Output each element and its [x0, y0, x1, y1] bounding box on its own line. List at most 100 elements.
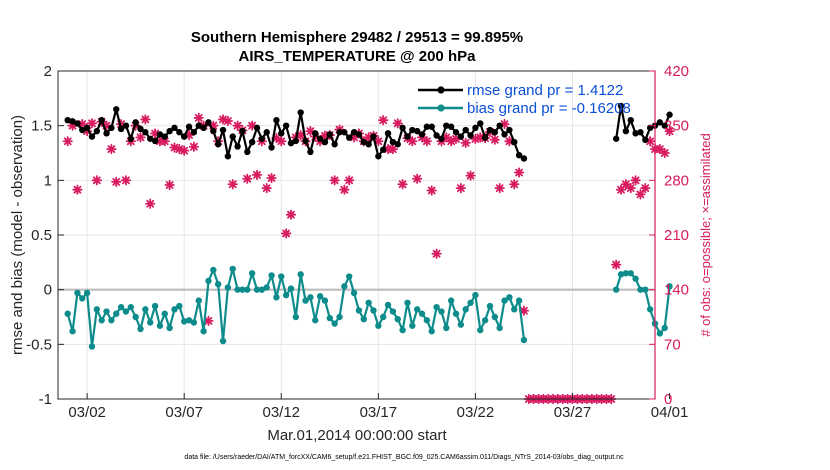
obs-count-stroke [345, 176, 354, 185]
bias-point [176, 302, 183, 310]
rmse-point [520, 155, 528, 162]
obs-count-stroke [107, 145, 116, 153]
rmse-point [137, 125, 144, 133]
rmse-point [627, 117, 634, 124]
obs-count-marker [232, 120, 243, 131]
rmse-point [321, 138, 329, 146]
obs-count-stroke [112, 177, 121, 186]
bias-point [282, 291, 290, 299]
rmse-point [457, 133, 465, 140]
rmse-point [622, 127, 630, 135]
bias-point [438, 308, 445, 315]
rmse-point [389, 138, 397, 146]
rmse-point [413, 127, 421, 135]
legend-bias-label: bias grand pr = -0.16208 [467, 100, 631, 117]
bias-point [379, 313, 387, 321]
x-axis: 03/02 03/07 03/12 03/17 03/22 03/27 04/01 [68, 393, 688, 421]
rmse-point [336, 129, 343, 136]
y-tick-label: 1.5 [31, 118, 52, 135]
obs-count-stroke [413, 174, 422, 183]
bias-point [481, 317, 489, 324]
bias-point [520, 336, 528, 344]
bias-point [224, 284, 232, 291]
rmse-point [316, 135, 324, 142]
obs-count-stroke [655, 145, 664, 153]
rmse-point [219, 126, 227, 134]
rmse-point [151, 137, 159, 145]
obs-count-stroke [626, 184, 635, 193]
obs-count-marker [329, 175, 340, 186]
obs-count-stroke [165, 181, 174, 189]
obs-count-marker [242, 173, 253, 184]
bias-point [248, 270, 256, 277]
bias-point [506, 294, 513, 301]
bias-point [200, 328, 207, 335]
bias-point [93, 306, 101, 313]
rmse-point [496, 122, 503, 129]
x-tick-label: 03/27 [554, 404, 592, 421]
obs-count-stroke [248, 121, 257, 130]
bias-point [491, 313, 499, 321]
rmse-point [350, 129, 358, 136]
bias-point [253, 286, 261, 293]
rmse-point [433, 132, 440, 139]
obs-count-stroke [393, 119, 402, 128]
x-axis-label: Mar.01,2014 00:00:00 start [267, 427, 447, 444]
obs-count-marker [188, 141, 200, 152]
bias-point [69, 328, 76, 335]
obs-count-stroke [122, 176, 130, 185]
obs-count-stroke [389, 145, 397, 153]
bias-point [360, 315, 367, 323]
bias-point [151, 302, 159, 310]
rmse-series [64, 102, 673, 162]
rmse-point [486, 126, 494, 134]
bias-point [147, 319, 154, 326]
rmse-point [229, 133, 236, 140]
obs-count-stroke [73, 185, 82, 194]
obs-count-marker [203, 315, 214, 327]
obs-count-stroke [665, 127, 674, 136]
obs-count-stroke [379, 116, 388, 125]
bias-point [413, 306, 421, 313]
bias-point [389, 308, 397, 315]
bias-point [297, 271, 304, 278]
bias-point [656, 330, 664, 337]
rmse-point [258, 135, 266, 142]
obs-count-marker [659, 147, 670, 159]
y-right-tick-label: 0 [664, 391, 672, 408]
bias-point [113, 310, 120, 317]
rmse-point [244, 148, 251, 156]
bias-point [307, 294, 314, 301]
bias-point [462, 306, 469, 313]
bias-point [210, 266, 217, 274]
bias-point [316, 293, 324, 300]
rmse-point [423, 123, 431, 130]
obs-count-stroke [296, 131, 305, 139]
obs-count-marker [509, 179, 520, 190]
bias-point [632, 275, 639, 282]
rmse-point [185, 123, 193, 130]
rmse-point [477, 120, 484, 127]
y-right-tick-label: 210 [664, 227, 689, 244]
obs-count-stroke [117, 120, 125, 129]
obs-count-stroke [151, 129, 159, 138]
bias-point [117, 303, 125, 311]
bias-point [409, 322, 416, 329]
chart-subtitle: AIRS_TEMPERATURE @ 200 hPa [239, 48, 477, 65]
obs-count-marker [145, 198, 156, 209]
bias-point [423, 317, 431, 324]
bias-point [278, 273, 285, 280]
bias-point [622, 270, 630, 277]
obs-count-marker [460, 137, 471, 148]
bias-point [302, 297, 309, 304]
bias-point [321, 297, 329, 304]
rmse-point [287, 139, 295, 147]
x-tick-label: 04/01 [651, 404, 689, 421]
obs-count-marker [193, 112, 204, 123]
rmse-point [205, 119, 212, 126]
obs-count-stroke [456, 184, 465, 193]
bias-point [447, 297, 455, 304]
obs-count-stroke [466, 171, 475, 180]
obs-count-marker [397, 179, 408, 190]
rmse-point [375, 153, 382, 160]
